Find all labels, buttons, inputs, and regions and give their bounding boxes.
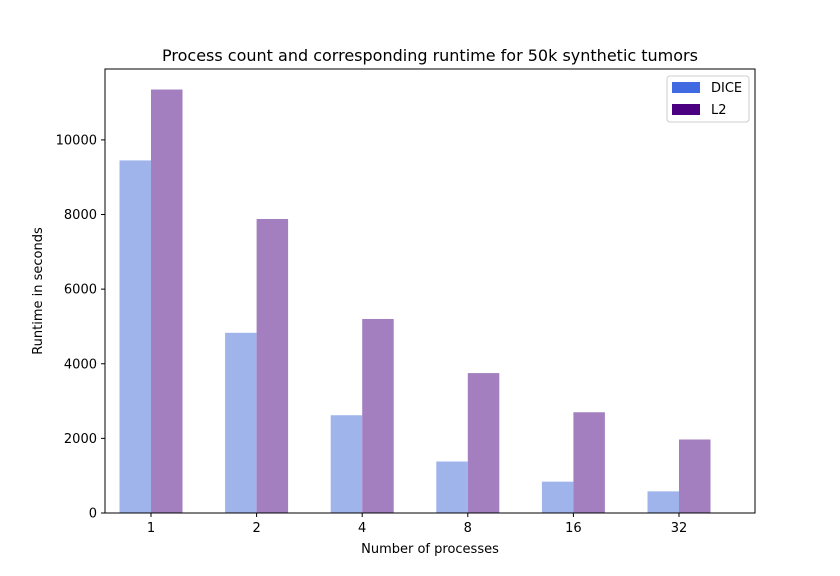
y-tick-label: 2000 <box>64 432 97 447</box>
x-axis-label: Number of processes <box>361 542 499 557</box>
y-axis-ticks: 0 2000 4000 6000 8000 10000 <box>56 133 105 522</box>
y-tick-label: 0 <box>89 507 97 522</box>
bar-l2-16 <box>573 412 605 513</box>
x-tick-label: 2 <box>252 521 260 536</box>
bar-l2-8 <box>467 373 500 513</box>
bar-l2-2 <box>256 218 289 513</box>
bar-dice-4 <box>330 415 363 513</box>
x-tick-label: 4 <box>358 521 366 536</box>
legend-swatch-dice <box>672 82 700 93</box>
y-axis-label: Runtime in seconds <box>31 227 46 355</box>
bar-l2-32 <box>679 439 711 513</box>
x-tick-label: 8 <box>464 521 472 536</box>
x-tick-label: 16 <box>565 521 582 536</box>
legend-swatch-l2 <box>672 104 700 115</box>
x-tick-label: 1 <box>147 521 155 536</box>
bar-dice-1 <box>119 160 151 514</box>
bar-dice-8 <box>436 461 468 513</box>
bar-l2-1 <box>151 89 183 514</box>
legend: DICE L2 <box>666 75 750 123</box>
bar-l2-4 <box>362 318 394 513</box>
bar-dice-2 <box>225 332 257 513</box>
bars-group <box>119 89 711 514</box>
legend-label-dice: DICE <box>711 81 742 96</box>
y-tick-label: 10000 <box>56 133 97 148</box>
bar-dice-16 <box>541 481 574 513</box>
bar-dice-32 <box>647 491 679 513</box>
plot-frame <box>104 68 756 514</box>
chart-title: Process count and corresponding runtime … <box>162 46 698 65</box>
legend-label-l2: L2 <box>711 103 727 118</box>
x-axis-ticks: 1 2 4 8 16 32 <box>147 513 687 536</box>
y-tick-label: 4000 <box>64 357 97 372</box>
y-tick-label: 6000 <box>64 283 97 298</box>
x-tick-label: 32 <box>671 521 688 536</box>
y-tick-label: 8000 <box>64 208 97 223</box>
